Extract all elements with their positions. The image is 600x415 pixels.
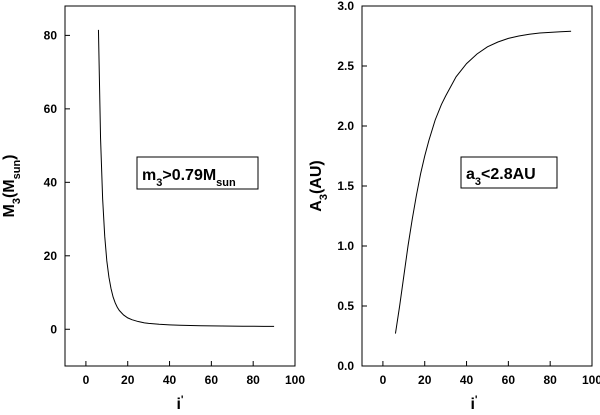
y-axis-title-left: M3(Msun) bbox=[1, 155, 23, 218]
y-tick-label: 40 bbox=[44, 175, 58, 189]
x-tick-label: 100 bbox=[582, 373, 600, 387]
y-tick-label: 1.5 bbox=[337, 179, 354, 193]
x-tick-label: 80 bbox=[544, 373, 558, 387]
y-tick-label: 60 bbox=[44, 102, 58, 116]
x-ticks-right: 0 20 40 60 80 100 bbox=[380, 361, 600, 387]
x-tick-label: 100 bbox=[285, 373, 305, 387]
x-tick-label: 0 bbox=[83, 373, 90, 387]
y-tick-label: 20 bbox=[44, 249, 58, 263]
plot-frame-left bbox=[64, 5, 296, 367]
x-axis-title-left: i' bbox=[176, 394, 183, 413]
annotation-box-left bbox=[136, 156, 259, 190]
y-tick-label: 0.0 bbox=[337, 359, 354, 373]
x-tick-label: 40 bbox=[460, 373, 474, 387]
x-tick-label: 20 bbox=[418, 373, 432, 387]
x-tick-label: 80 bbox=[247, 373, 261, 387]
x-ticks-left: 0 20 40 60 80 100 bbox=[83, 361, 305, 387]
x-axis-title-right: i' bbox=[470, 394, 477, 413]
annotation-box-right bbox=[460, 156, 558, 189]
panel-right: 0 20 40 60 80 100 0.0 0.5 1.0 1.5 2.0 2.5 3.0 a3<2.… bbox=[308, 0, 600, 413]
y-tick-label: 2.0 bbox=[337, 119, 354, 133]
y-tick-label: 0 bbox=[50, 322, 57, 336]
series-line-right bbox=[394, 30, 572, 334]
x-tick-label: 40 bbox=[163, 373, 177, 387]
y-ticks-right: 0.0 0.5 1.0 1.5 2.0 2.5 3.0 bbox=[337, 0, 367, 373]
x-tick-label: 0 bbox=[380, 373, 387, 387]
annotation-text-right: a3<2.8AU bbox=[466, 166, 536, 188]
y-tick-label: 1.0 bbox=[337, 239, 354, 253]
y-tick-label: 3.0 bbox=[337, 0, 354, 13]
y-tick-label: 2.5 bbox=[337, 59, 354, 73]
x-tick-label: 20 bbox=[121, 373, 135, 387]
y-ticks-left: 0 20 40 60 80 bbox=[44, 28, 70, 336]
y-tick-label: 0.5 bbox=[337, 299, 354, 313]
annotation-text-left: m3>0.79Msun bbox=[142, 167, 236, 189]
y-axis-title-right: A3(AU) bbox=[308, 160, 330, 211]
series-line-left bbox=[97, 29, 275, 327]
y-tick-label: 80 bbox=[44, 28, 58, 42]
panel-left: 0 20 40 60 80 100 0 20 40 60 80 m3>0.79Msun i' M3… bbox=[1, 5, 305, 413]
x-tick-label: 60 bbox=[502, 373, 516, 387]
x-tick-label: 60 bbox=[205, 373, 219, 387]
